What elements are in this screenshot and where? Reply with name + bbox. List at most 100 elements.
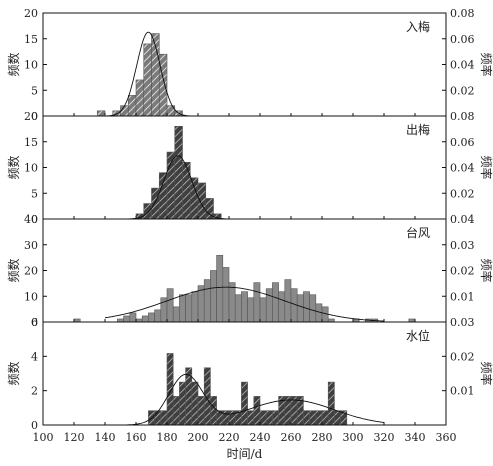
x-tick-label: 120 — [64, 431, 85, 444]
y-tick-label: 0 — [31, 213, 38, 226]
y-right-axis-label: 频率 — [479, 258, 493, 282]
y-right-tick-label: 0.04 — [450, 59, 475, 72]
histogram-bar — [151, 187, 160, 220]
y-tick-label: 40 — [24, 213, 38, 226]
histogram-bar — [241, 381, 248, 426]
histogram-bar — [154, 410, 162, 426]
y-tick-label: 0 — [31, 316, 38, 329]
histogram-bar — [241, 291, 248, 323]
histogram-bar — [315, 410, 323, 426]
y-right-tick-label: 0.06 — [450, 33, 475, 46]
histogram-bar — [127, 95, 137, 117]
y-right-tick-label: 0.02 — [450, 84, 475, 97]
histogram-bar — [182, 162, 191, 220]
histogram-bar — [135, 79, 145, 117]
x-tick-label: 240 — [250, 431, 271, 444]
histogram-bar — [253, 396, 261, 426]
histogram-bar — [247, 297, 255, 323]
histogram-bar — [247, 410, 255, 426]
y-right-tick-label: 0.04 — [450, 162, 475, 175]
x-tick-label: 340 — [405, 431, 426, 444]
y-tick-label: 10 — [24, 162, 38, 175]
y-right-tick-label: 0.02 — [450, 350, 475, 363]
panel-frame — [42, 321, 447, 426]
histogram-bar — [327, 381, 335, 426]
histogram-bar — [303, 410, 310, 426]
histogram-bar — [191, 291, 199, 323]
x-tick-label: 200 — [188, 431, 209, 444]
y-right-tick-label: 0.01 — [450, 385, 475, 398]
x-tick-label: 140 — [95, 431, 116, 444]
histogram-bar — [222, 267, 230, 323]
histogram-bar — [216, 255, 224, 323]
y-right-tick-label: 0.08 — [450, 110, 475, 123]
histogram-bar — [123, 315, 131, 323]
y-tick-label: 0 — [31, 110, 38, 123]
histogram-bar — [172, 396, 180, 426]
y-right-tick-label: 0.08 — [450, 7, 475, 20]
y-axis-label: 频数 — [6, 52, 21, 76]
histogram-bar — [265, 288, 273, 323]
histogram-panel-1: 0 5 10 15 20 0.02 0.04 0.06 0.08 频数 频率 入梅 — [6, 7, 493, 123]
histogram-bar — [174, 126, 183, 220]
histogram-bar — [321, 410, 329, 426]
histogram-bar — [272, 410, 279, 426]
histogram-bar — [185, 294, 193, 323]
y-axis-label: 频数 — [6, 361, 21, 385]
y-right-axis-label: 频率 — [479, 361, 493, 385]
panel-label: 台风 — [406, 225, 430, 240]
y-right-tick-label: 0.01 — [450, 290, 475, 303]
histogram-bar — [143, 43, 152, 117]
histogram-bar — [203, 279, 211, 323]
histogram-bar — [191, 381, 199, 426]
histogram-bar — [278, 291, 286, 323]
histogram-bar — [296, 294, 304, 323]
x-tick-label: 100 — [33, 431, 54, 444]
histogram-bar — [166, 353, 174, 426]
histogram-bar — [179, 294, 186, 323]
y-tick-label: 20 — [24, 265, 38, 278]
histogram-bar — [120, 105, 129, 117]
panel-label: 出梅 — [406, 122, 430, 137]
y-tick-label: 20 — [24, 110, 38, 123]
y-tick-label: 5 — [31, 187, 38, 200]
histogram-bar — [309, 410, 317, 426]
histogram-bar — [265, 410, 273, 426]
histogram-bar — [143, 203, 152, 220]
y-right-tick-label: 0.02 — [450, 187, 475, 200]
histogram-bar — [284, 396, 292, 426]
histogram-bar — [154, 309, 162, 323]
histogram-bar — [228, 410, 236, 426]
y-tick-label: 20 — [24, 7, 38, 20]
histogram-bar — [303, 291, 310, 323]
y-tick-label: 15 — [24, 136, 38, 149]
histogram-bar — [309, 294, 317, 323]
histogram-bar — [334, 410, 341, 426]
panel-label: 水位 — [406, 328, 430, 343]
histogram-bar — [253, 282, 261, 323]
histogram-bar — [166, 288, 174, 323]
histogram-bar — [272, 282, 279, 323]
histogram-bar — [158, 53, 168, 117]
x-tick-label: 260 — [281, 431, 302, 444]
y-tick-label: 4 — [31, 350, 38, 363]
histogram-bar — [210, 270, 217, 323]
y-right-axis-label: 频率 — [479, 155, 493, 179]
x-tick-label: 320 — [374, 431, 395, 444]
y-right-tick-label: 0.06 — [450, 136, 475, 149]
histogram-bar — [197, 396, 205, 426]
y-tick-label: 5 — [31, 84, 38, 97]
histogram-panel-4: 0 2 4 6 0.01 0.02 0.03 频数 频率 水位 — [6, 316, 493, 432]
histogram-bar — [172, 306, 180, 323]
histogram-bar — [158, 172, 168, 220]
x-tick-label: 280 — [312, 431, 333, 444]
histogram-bar — [141, 315, 149, 323]
x-tick-label: 160 — [126, 431, 147, 444]
y-tick-label: 10 — [24, 59, 38, 72]
histogram-panel-2: 0 5 10 15 20 0.02 0.04 0.06 0.08 频数 频率 出梅 — [6, 110, 493, 226]
shared-x-axis: 100 120 140 160 180 200 220 240 260 280 300 320 340 3… — [33, 431, 457, 461]
y-right-tick-label: 0.03 — [450, 239, 475, 252]
y-tick-label: 30 — [24, 239, 38, 252]
